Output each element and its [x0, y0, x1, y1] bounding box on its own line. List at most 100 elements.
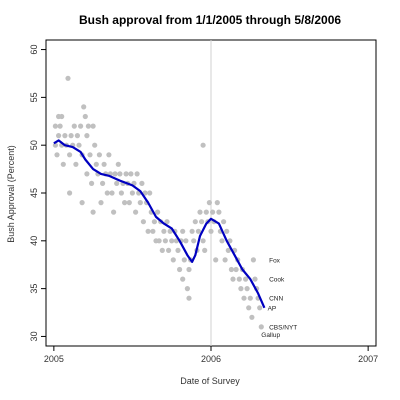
y-tick-label: 40: [29, 236, 39, 246]
poll-point: [191, 238, 197, 244]
poll-point: [150, 228, 156, 234]
poll-point: [180, 276, 186, 282]
poll-point: [167, 228, 173, 234]
poll-point: [183, 238, 189, 244]
poll-point: [177, 266, 183, 273]
poll-point: [118, 190, 124, 196]
poll-point: [233, 266, 239, 273]
poll-point: [93, 161, 99, 167]
poll-point: [104, 190, 110, 196]
poll-point: [236, 276, 242, 282]
poll-point: [122, 200, 128, 206]
poll-point: [101, 161, 107, 167]
poll-point: [134, 171, 140, 177]
y-tick-label: 35: [29, 284, 39, 294]
poll-point: [98, 200, 104, 206]
pollster-label: AP: [268, 305, 277, 312]
poll-point: [257, 305, 263, 311]
poll-point: [199, 219, 205, 225]
poll-point: [89, 180, 95, 186]
poll-point: [109, 190, 115, 196]
poll-point: [90, 123, 96, 129]
poll-point: [156, 238, 162, 244]
poll-point: [106, 152, 112, 158]
poll-point: [241, 295, 247, 301]
poll-point: [111, 209, 117, 215]
poll-point: [81, 104, 87, 110]
poll-point: [249, 314, 255, 320]
poll-point: [84, 171, 90, 177]
pollster-label: Fox: [269, 257, 281, 264]
poll-point: [67, 190, 73, 196]
poll-point: [221, 219, 227, 225]
poll-point: [151, 219, 157, 225]
poll-point: [164, 219, 170, 225]
poll-point: [59, 113, 65, 120]
poll-point: [60, 161, 66, 167]
poll-point: [197, 209, 203, 215]
poll-point: [126, 200, 132, 206]
poll-point: [210, 209, 216, 215]
poll-point: [62, 133, 68, 139]
pollster-label: Gallup: [261, 332, 280, 339]
chart-title: Bush approval from 1/1/2005 through 5/8/…: [79, 13, 341, 27]
poll-point: [247, 295, 253, 301]
poll-point: [186, 266, 192, 273]
poll-point: [214, 200, 220, 206]
poll-point: [222, 257, 228, 263]
poll-point: [228, 266, 234, 273]
poll-point: [219, 238, 225, 244]
poll-point: [129, 190, 135, 196]
poll-point: [90, 209, 96, 215]
poll-point: [161, 228, 167, 234]
poll-point: [243, 276, 249, 282]
poll-point: [133, 209, 139, 215]
poll-point: [52, 142, 59, 148]
y-axis-label: Bush Approval (Percent): [6, 145, 16, 243]
poll-point: [68, 133, 74, 139]
poll-point: [112, 171, 118, 177]
poll-point: [169, 238, 175, 244]
poll-point: [115, 161, 121, 167]
poll-point: [79, 200, 85, 206]
poll-point: [166, 247, 172, 253]
poll-point: [162, 238, 168, 244]
poll-point: [71, 123, 77, 129]
poll-point: [238, 286, 244, 292]
poll-point: [96, 152, 102, 158]
y-tick-label: 60: [29, 45, 39, 55]
poll-point: [65, 75, 71, 81]
poll-point: [175, 247, 181, 253]
poll-point: [145, 228, 151, 234]
x-tick-label: 2006: [201, 354, 221, 364]
y-tick-label: 45: [29, 188, 39, 198]
pollster-label: CNN: [269, 296, 283, 303]
poll-point: [192, 219, 198, 225]
poll-point: [67, 152, 73, 158]
poll-point: [170, 257, 176, 263]
poll-point: [117, 171, 123, 177]
poll-point: [225, 247, 231, 253]
poll-point: [52, 123, 59, 129]
plot-area: 2005 2006 2007 30 35 40 45 50 55 60 Fox Cook CNN AP CB…: [29, 39, 378, 364]
poll-point: [85, 123, 91, 129]
trend-line: [53, 139, 266, 309]
poll-point: [56, 133, 62, 139]
y-tick-label: 30: [29, 331, 39, 341]
poll-point: [216, 209, 222, 215]
poll-point: [200, 238, 206, 244]
poll-point: [181, 257, 187, 263]
poll-point: [155, 209, 161, 215]
poll-point: [87, 152, 93, 158]
poll-point: [195, 228, 201, 234]
poll-point: [184, 286, 190, 292]
poll-point: [202, 247, 208, 253]
poll-point: [84, 133, 90, 139]
poll-point: [82, 113, 88, 120]
poll-point: [76, 142, 82, 148]
poll-point: [189, 228, 195, 234]
poll-point: [203, 209, 209, 215]
pollster-label: Cook: [269, 277, 285, 284]
x-tick-label: 2005: [44, 354, 64, 364]
